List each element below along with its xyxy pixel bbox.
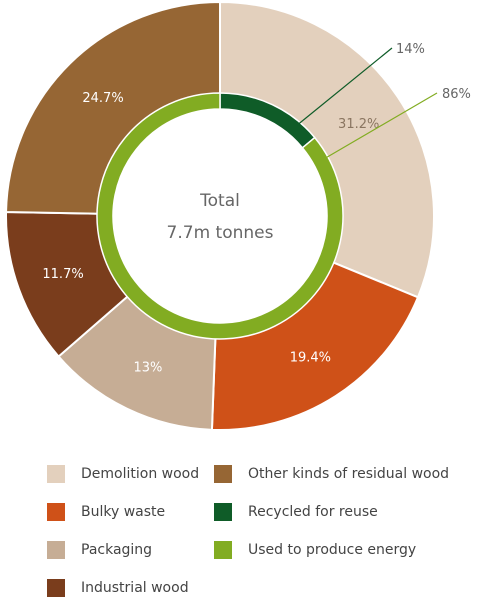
legend-item-packaging: Packaging: [47, 540, 152, 560]
slice-label-bulky-waste: 19.4%: [290, 350, 331, 365]
legend-item-other-residual-wood: Other kinds of residual wood: [214, 464, 449, 484]
slice-label-packaging: 13%: [133, 361, 162, 376]
inner-slice-used-to-produce-energy: [96, 92, 344, 340]
callout-label-used-to-produce-energy: 86%: [442, 87, 471, 102]
callout-line-recycled-for-reuse: [296, 47, 393, 126]
legend-swatch: [47, 541, 65, 559]
legend: Demolition wood Other kinds of residual …: [0, 452, 480, 598]
center-label-total: Total: [199, 191, 240, 211]
legend-label: Bulky waste: [81, 504, 166, 520]
legend-label: Demolition wood: [81, 466, 200, 482]
legend-swatch: [214, 465, 232, 483]
legend-item-bulky-waste: Bulky waste: [47, 502, 165, 522]
callout-line-used-to-produce-energy: [324, 92, 438, 160]
legend-item-used-to-produce-energy: Used to produce energy: [214, 540, 416, 560]
slice-label-demolition-wood: 31.2%: [338, 117, 379, 132]
outer-ring: 31.2% 19.4% 13% 11.7% 24.7%: [5, 0, 435, 431]
donut-chart: 31.2% 19.4% 13% 11.7% 24.7% 14% 86% Total 7.7…: [5, 0, 471, 431]
slice-label-industrial-wood: 11.7%: [42, 267, 83, 282]
legend-label: Recycled for reuse: [248, 504, 378, 520]
legend-item-industrial-wood: Industrial wood: [47, 578, 189, 598]
legend-item-demolition-wood: Demolition wood: [47, 464, 199, 484]
legend-label: Used to produce energy: [248, 542, 417, 558]
callout-label-recycled-for-reuse: 14%: [396, 42, 425, 57]
slice-label-other-kinds-of-residual-wood: 24.7%: [82, 91, 123, 106]
legend-label: Other kinds of residual wood: [248, 466, 450, 482]
callouts: 14% 86%: [296, 42, 471, 160]
legend-item-recycled-for-reuse: Recycled for reuse: [214, 502, 378, 522]
legend-swatch: [214, 541, 232, 559]
legend-swatch: [47, 503, 65, 521]
legend-swatch: [214, 503, 232, 521]
inner-ring: [96, 92, 344, 340]
legend-label: Packaging: [81, 542, 153, 558]
legend-swatch: [47, 579, 65, 597]
legend-label: Industrial wood: [81, 580, 189, 596]
legend-swatch: [47, 465, 65, 483]
center-label-tonnes: 7.7m tonnes: [167, 223, 274, 243]
